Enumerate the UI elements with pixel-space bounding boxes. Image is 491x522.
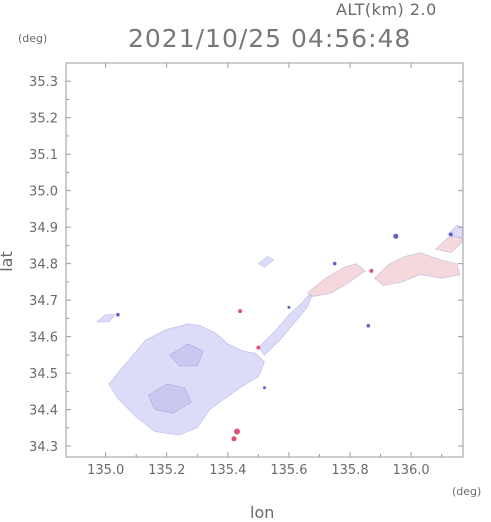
y-tick-label: 34.4 bbox=[29, 404, 58, 419]
region-east-patch-1 bbox=[373, 252, 461, 286]
x-tick-label: 135.2 bbox=[148, 463, 185, 478]
marker-edge-2 bbox=[448, 232, 453, 237]
x-axis-label: lon bbox=[250, 503, 275, 522]
y-tick-label: 34.3 bbox=[29, 440, 58, 455]
marker-accent-1 bbox=[234, 428, 240, 435]
y-tick-label: 35.3 bbox=[29, 75, 58, 90]
axis-ticks: 135.0 135.2 135.4 135.6 135.8 136.0 34.3 34.4 34… bbox=[29, 63, 463, 478]
region-west-fragment bbox=[95, 314, 116, 323]
marker-edge-4 bbox=[366, 323, 371, 328]
y-tick-label: 34.9 bbox=[29, 221, 58, 236]
altitude-label: ALT(km) 2.0 bbox=[336, 0, 437, 19]
y-tick-label: 34.7 bbox=[29, 294, 58, 309]
data-regions bbox=[95, 224, 464, 436]
marker-edge-5 bbox=[116, 312, 120, 317]
marker-edge-7 bbox=[287, 305, 291, 309]
x-tick-label: 135.6 bbox=[270, 463, 307, 478]
x-tick-label: 135.0 bbox=[87, 463, 124, 478]
region-inner-dark-2 bbox=[169, 343, 204, 367]
timestamp-title: 2021/10/25 04:56:48 bbox=[128, 24, 412, 53]
region-band-1 bbox=[257, 292, 315, 356]
region-band-2 bbox=[306, 263, 366, 297]
region-inner-dark-1 bbox=[148, 383, 192, 414]
x-tick-label: 135.8 bbox=[331, 463, 368, 478]
marker-edge-3 bbox=[332, 261, 337, 266]
x-tick-label: 135.4 bbox=[209, 463, 246, 478]
y-tick-label: 35.0 bbox=[29, 185, 58, 200]
y-tick-label: 34.6 bbox=[29, 331, 58, 346]
marker-edge-1 bbox=[393, 233, 399, 239]
marker-accent-5 bbox=[369, 268, 374, 273]
marker-accent-4 bbox=[238, 309, 243, 314]
data-markers bbox=[116, 232, 453, 442]
y-tick-label: 34.5 bbox=[29, 367, 58, 382]
region-main-blob bbox=[108, 323, 265, 436]
y-unit-label: (deg) bbox=[18, 32, 48, 45]
x-tick-label: 136.0 bbox=[392, 463, 429, 478]
marker-accent-2 bbox=[231, 436, 237, 442]
y-tick-label: 35.1 bbox=[29, 148, 58, 163]
marker-accent-3 bbox=[256, 345, 261, 350]
y-tick-label: 34.8 bbox=[29, 258, 58, 273]
y-tick-label: 35.2 bbox=[29, 112, 58, 127]
plot-frame bbox=[65, 62, 464, 458]
x-unit-label: (deg) bbox=[452, 485, 482, 498]
region-upper-fragment bbox=[257, 256, 275, 268]
marker-edge-6 bbox=[263, 386, 266, 390]
